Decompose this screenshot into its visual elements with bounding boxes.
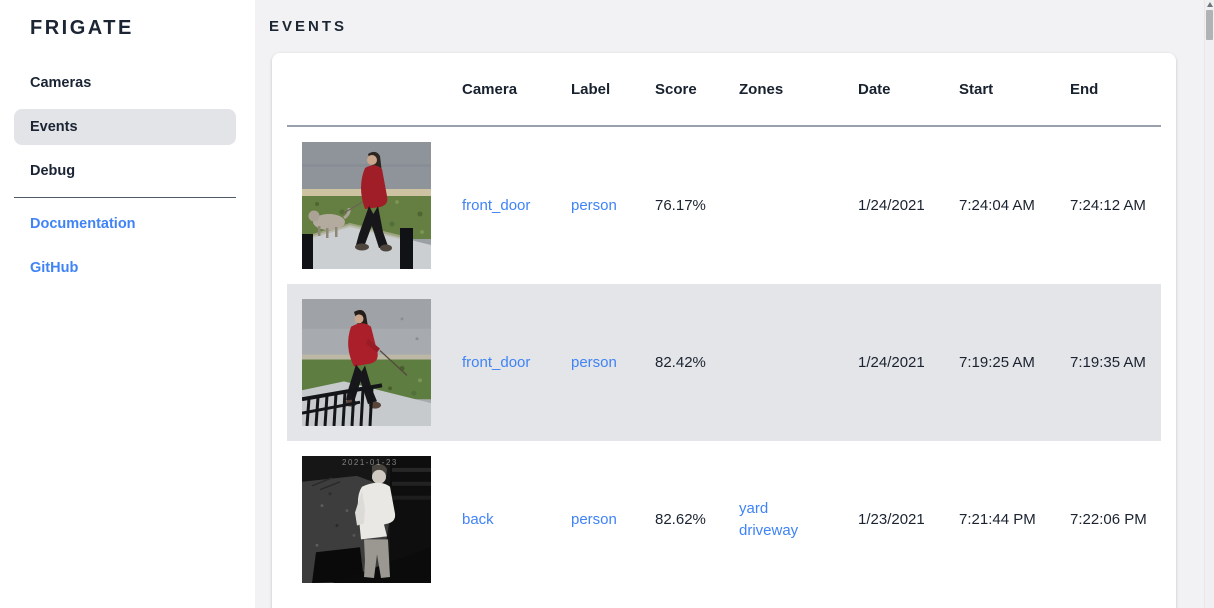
- zone-link[interactable]: driveway: [739, 522, 799, 539]
- zone-link[interactable]: yard: [739, 499, 769, 517]
- table-row: front_door person 76.17% 1/24/2021 7:24:…: [287, 127, 1161, 284]
- events-table: Camera Label Score Zones Date Start End: [287, 53, 1161, 598]
- zones-cell: [739, 361, 858, 364]
- sidebar-divider: [14, 197, 236, 198]
- label-link[interactable]: person: [571, 354, 617, 371]
- column-header-start: Start: [959, 80, 994, 98]
- start-value: 7:19:25 AM: [959, 354, 1035, 371]
- camera-link[interactable]: front_door: [462, 354, 531, 371]
- date-value: 1/23/2021: [858, 511, 925, 528]
- date-value: 1/24/2021: [858, 354, 925, 371]
- sidebar: FRIGATE Cameras Events Debug Documentati…: [0, 0, 255, 608]
- event-thumbnail: [302, 299, 431, 426]
- column-header-zones: Zones: [739, 80, 784, 98]
- scrollbar-up-arrow-icon[interactable]: [1207, 2, 1213, 7]
- scrollbar[interactable]: [1204, 0, 1214, 608]
- column-header-score: Score: [655, 80, 697, 98]
- thumbnail-timestamp-overlay: 2021-01-23: [342, 458, 398, 467]
- page-title: EVENTS: [269, 18, 348, 35]
- sidebar-item-events[interactable]: Events: [14, 109, 236, 145]
- sidebar-item-cameras[interactable]: Cameras: [30, 75, 92, 91]
- column-header-end: End: [1070, 80, 1099, 98]
- score-value: 82.42%: [655, 354, 706, 371]
- end-value: 7:22:06 PM: [1070, 511, 1147, 528]
- table-row: 2021-01-23 back person 82.62% yard drive…: [287, 441, 1161, 598]
- main-content: EVENTS Camera Label Score Zones Date Sta…: [255, 0, 1204, 608]
- column-header-camera: Camera: [462, 80, 518, 98]
- score-value: 82.62%: [655, 511, 706, 528]
- start-value: 7:24:04 AM: [959, 197, 1035, 214]
- events-card: Camera Label Score Zones Date Start End: [272, 53, 1176, 608]
- event-thumbnail: [302, 142, 431, 269]
- table-header-row: Camera Label Score Zones Date Start End: [287, 53, 1161, 127]
- camera-link[interactable]: front_door: [462, 197, 531, 214]
- date-value: 1/24/2021: [858, 197, 925, 214]
- start-value: 7:21:44 PM: [959, 511, 1036, 528]
- sidebar-link-documentation[interactable]: Documentation: [30, 216, 136, 232]
- end-value: 7:19:35 AM: [1070, 354, 1146, 371]
- column-header-date: Date: [858, 80, 891, 98]
- scrollbar-thumb[interactable]: [1206, 10, 1213, 40]
- sidebar-nav: Cameras Events Debug Documentation GitHu…: [0, 65, 255, 294]
- app-title: FRIGATE: [30, 17, 134, 39]
- sidebar-link-github[interactable]: GitHub: [30, 260, 79, 276]
- score-value: 76.17%: [655, 197, 706, 214]
- zones-cell: yard driveway: [739, 499, 858, 541]
- end-value: 7:24:12 AM: [1070, 197, 1146, 214]
- sidebar-item-debug[interactable]: Debug: [30, 163, 76, 179]
- event-thumbnail: 2021-01-23: [302, 456, 431, 583]
- table-row: front_door person 82.42% 1/24/2021 7:19:…: [287, 284, 1161, 441]
- zones-cell: [739, 204, 858, 207]
- label-link[interactable]: person: [571, 197, 617, 214]
- label-link[interactable]: person: [571, 511, 617, 528]
- camera-link[interactable]: back: [462, 511, 494, 528]
- column-header-label: Label: [571, 80, 611, 98]
